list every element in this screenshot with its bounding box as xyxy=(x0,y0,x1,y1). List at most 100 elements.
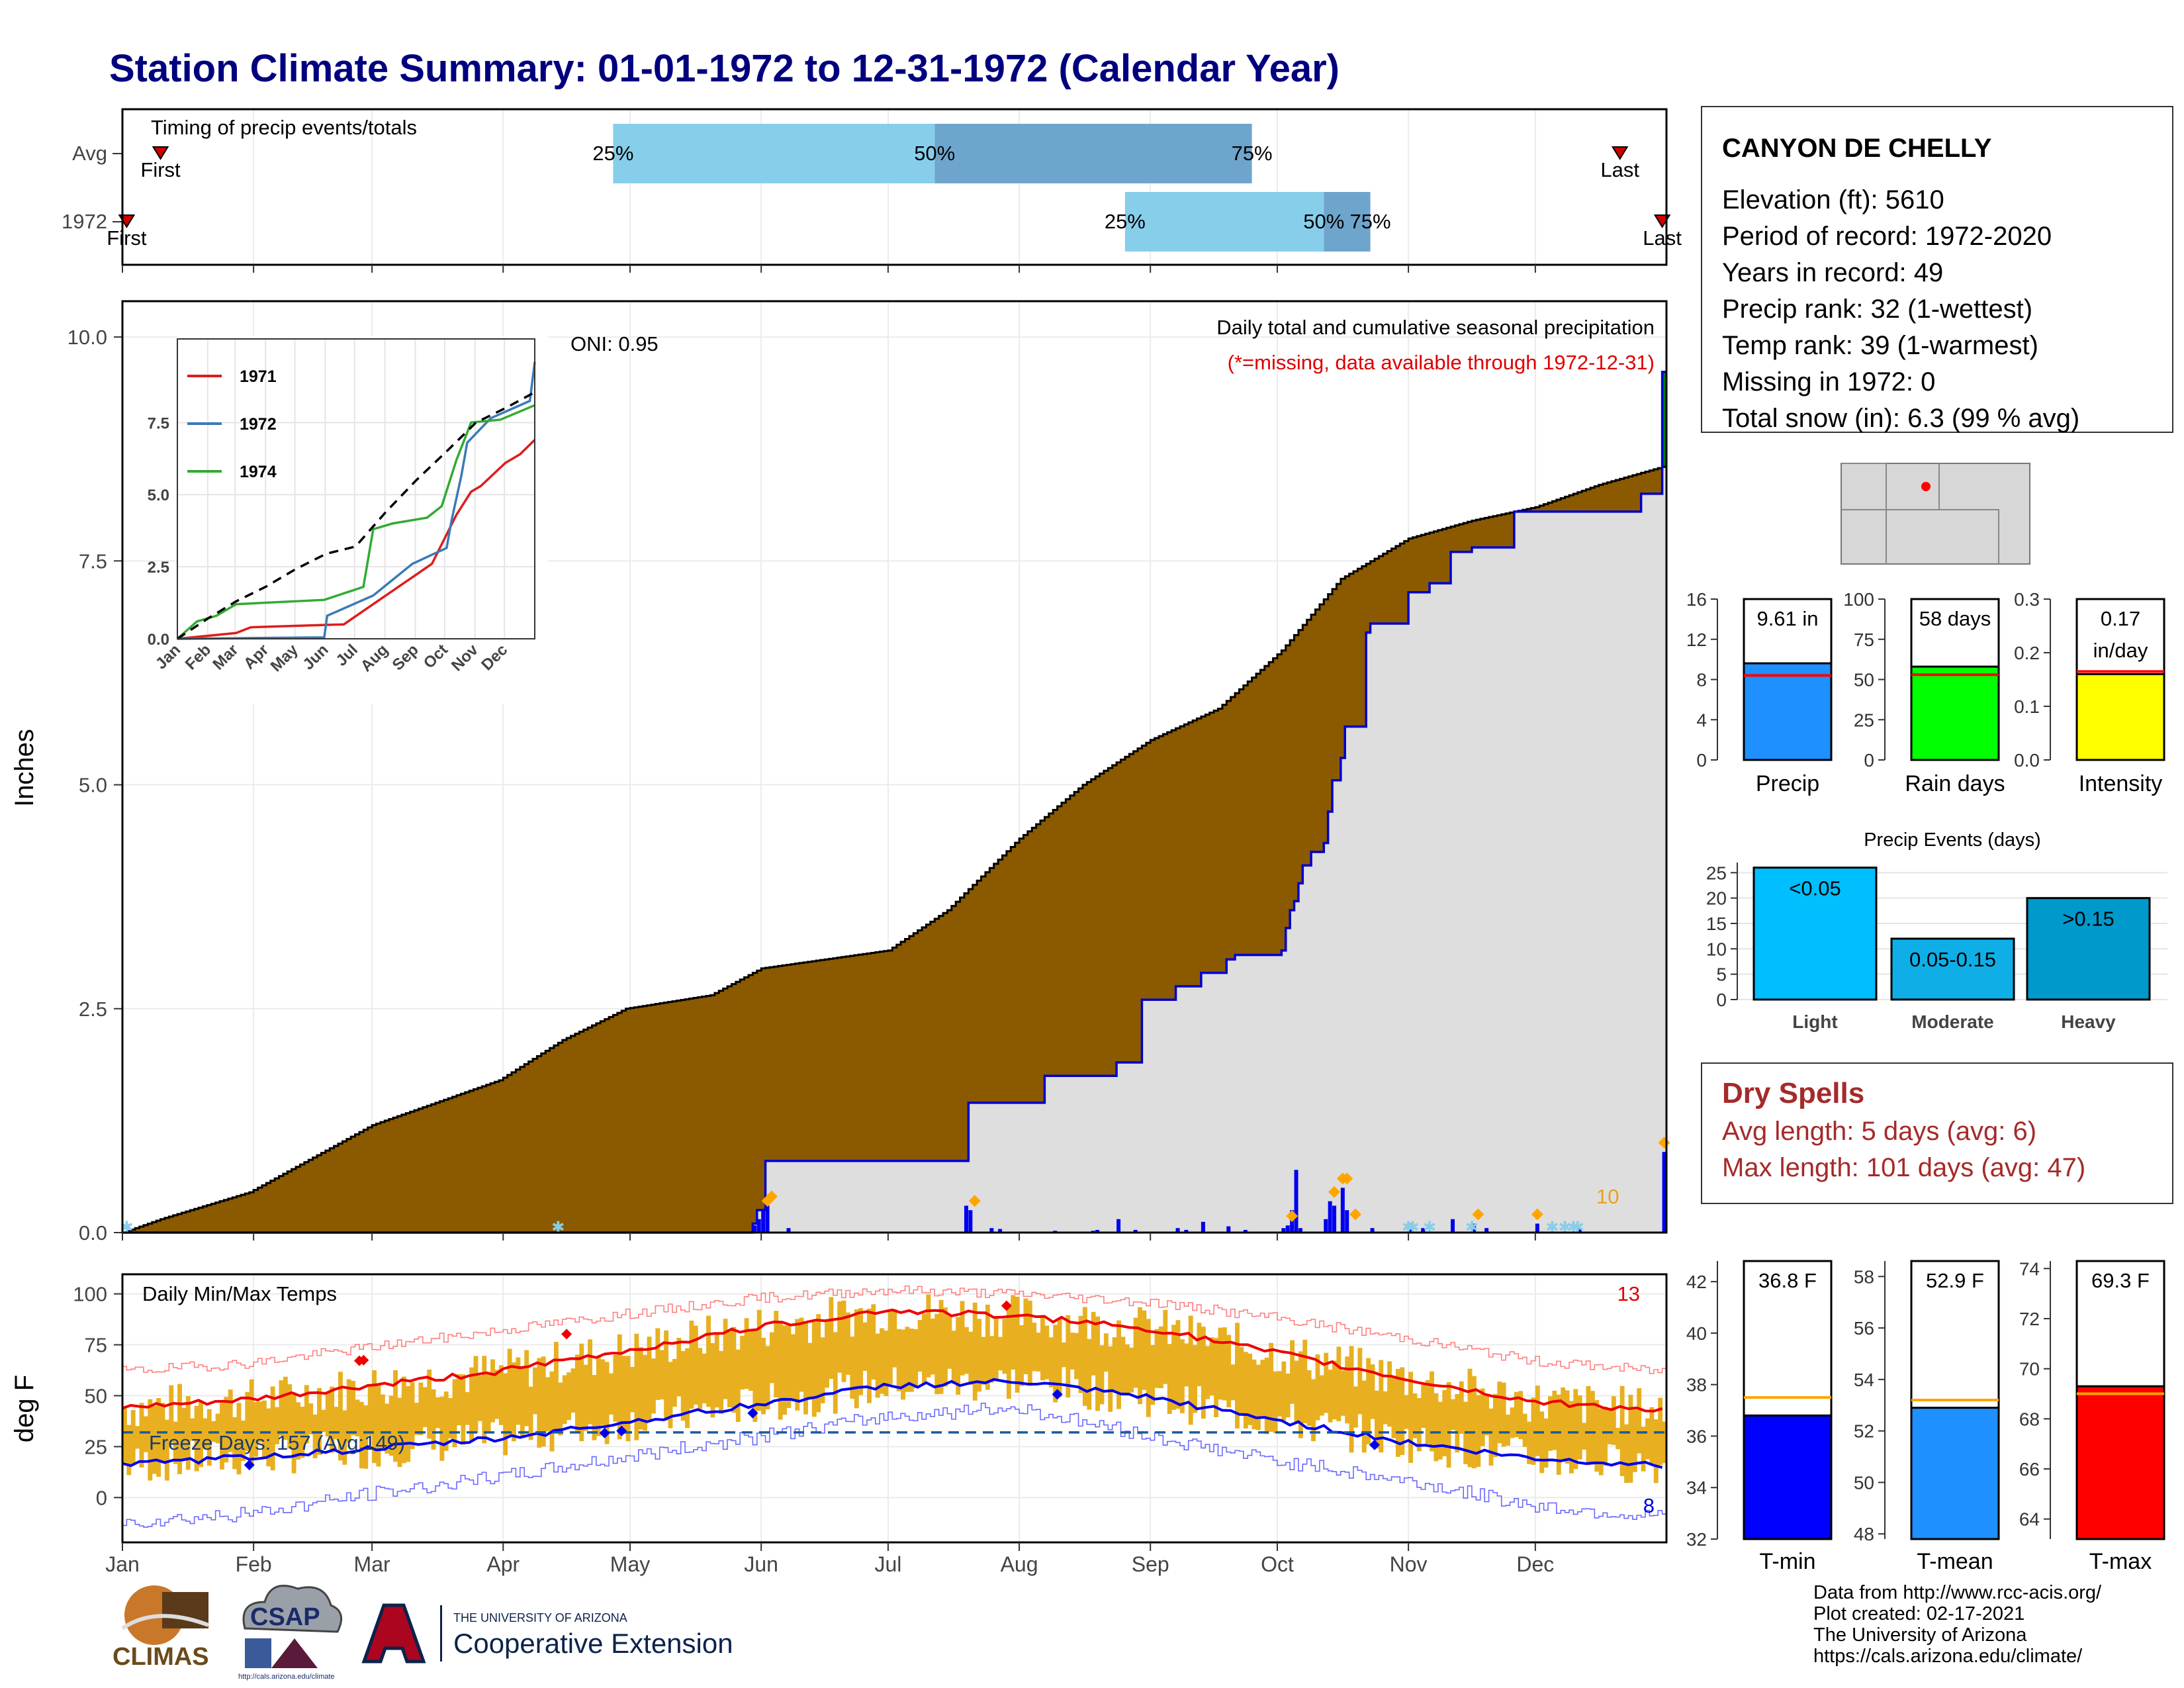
csap-url: http://cals.arizona.edu/climate xyxy=(238,1673,335,1681)
daily-precip-bar xyxy=(1471,1223,1476,1233)
snow-icon: ✱ xyxy=(1423,1219,1436,1237)
tmin-value-label: 36.8 F xyxy=(1758,1269,1817,1292)
daily-precip-bar xyxy=(765,1205,770,1233)
daily-temp-bars xyxy=(122,1294,1667,1483)
freeze-days-label: Freeze Days: 157 (Avg:149) xyxy=(149,1431,405,1454)
record-low-marker xyxy=(1052,1389,1063,1400)
daily-precip-bar xyxy=(1421,1228,1426,1233)
oni-label: ONI: 0.95 xyxy=(570,332,659,355)
timing-q75-label: 75% xyxy=(1350,210,1391,233)
precip-total-y-tick-label: 16 xyxy=(1686,589,1707,610)
climas-logo: CLIMAS xyxy=(113,1585,210,1671)
intensity-value-label: 0.17 xyxy=(2101,607,2140,630)
station-missing: Missing in 1972: 0 xyxy=(1722,367,1936,397)
average-min-line xyxy=(122,1378,1663,1469)
rain-icon xyxy=(245,1638,271,1668)
credits: Data from http://www.rcc-acis.org/ Plot … xyxy=(1813,1582,2101,1667)
daily-precip-bar xyxy=(1133,1229,1138,1233)
timing-row-label: Avg xyxy=(72,142,107,165)
daily-precip-bar xyxy=(1484,1228,1489,1233)
daily-precip-bar xyxy=(1662,1152,1666,1233)
timing-last-label: Last xyxy=(1600,158,1639,181)
record-low-marker xyxy=(1369,1439,1380,1450)
daily-precip-bar xyxy=(998,1229,1003,1233)
rain-days-y-tick-label: 50 xyxy=(1854,670,1874,690)
y-axis-label: Inches xyxy=(10,729,39,807)
timing-box-q25-q50 xyxy=(1124,192,1324,252)
temp-y-tick-label: 50 xyxy=(85,1384,107,1407)
intensity-category-label: Intensity xyxy=(2079,771,2163,796)
timing-frame xyxy=(121,108,1668,266)
daily-precip-bar xyxy=(1332,1205,1337,1233)
event-bar-label: <0.05 xyxy=(1789,877,1841,900)
precip-total-y-tick-label: 0 xyxy=(1696,750,1707,771)
temp-y-tick-label: 75 xyxy=(85,1334,107,1357)
cloud-icon xyxy=(242,1585,343,1633)
event-category-label: Light xyxy=(1792,1011,1837,1032)
precip-total-category-label: Precip xyxy=(1756,771,1819,796)
record-low-marker xyxy=(747,1407,758,1419)
rain-days-y-tick-label: 100 xyxy=(1843,589,1874,610)
events-y-tick-label: 25 xyxy=(1706,863,1727,883)
temp-title: Daily Min/Max Temps xyxy=(142,1282,337,1305)
credit-url: https://cals.arizona.edu/climate/ xyxy=(1813,1646,2083,1667)
station-info-box: CANYON DE CHELLY Elevation (ft): 5610 Pe… xyxy=(1701,106,2173,433)
station-years: Years in record: 49 xyxy=(1722,258,1944,287)
heavy-precip-marker xyxy=(1472,1208,1484,1221)
daily-precip-bar xyxy=(756,1219,761,1233)
station-period: Period of record: 1972-2020 xyxy=(1722,222,2052,251)
inset-legend-label: 1972 xyxy=(240,415,277,434)
daily-precip-bar xyxy=(989,1228,994,1233)
month-label: Sep xyxy=(1132,1552,1169,1576)
intensity-y-tick-label: 0.1 xyxy=(2014,696,2040,717)
events-y-tick-label: 20 xyxy=(1706,888,1727,909)
heavy-precip-marker xyxy=(765,1190,778,1203)
csap-text: CSAP xyxy=(250,1603,320,1631)
record-min-line xyxy=(122,1403,1666,1528)
daily-precip-bar xyxy=(1095,1229,1100,1233)
precip-total-bar xyxy=(1743,662,1833,761)
events-y-tick-label: 15 xyxy=(1706,914,1727,934)
daily-precip-bar xyxy=(1408,1223,1413,1233)
month-label: Jan xyxy=(105,1552,140,1576)
record-low-marker xyxy=(599,1427,610,1438)
record-high-marker xyxy=(561,1329,572,1340)
tmean-value-label: 52.9 F xyxy=(1926,1269,1984,1292)
y-tick-label: 7.5 xyxy=(79,549,107,573)
timing-box-q50-q75 xyxy=(934,124,1252,183)
heavy-precip-marker xyxy=(1341,1172,1353,1185)
tmean-y-tick-label: 48 xyxy=(1854,1524,1874,1544)
tmax-y-tick-label: 74 xyxy=(2019,1258,2040,1279)
station-elevation: Elevation (ft): 5610 xyxy=(1722,185,1944,214)
ua-a-icon xyxy=(361,1603,426,1664)
timing-q50-label: 50% xyxy=(1303,210,1344,233)
inset-y-tick-label: 7.5 xyxy=(148,414,169,432)
month-label: Aug xyxy=(1001,1552,1038,1576)
snow-icon: ✱ xyxy=(551,1219,565,1237)
tmax-category-label: T-max xyxy=(2089,1549,2152,1574)
dry-spells-max: Max length: 101 days (avg: 47) xyxy=(1722,1153,2086,1182)
inset-y-tick-label: 5.0 xyxy=(148,487,169,504)
tmin-y-tick-label: 34 xyxy=(1686,1477,1707,1498)
month-label: Dec xyxy=(1516,1552,1554,1576)
events-y-tick-label: 10 xyxy=(1706,939,1727,959)
precip-corner-count: 10 xyxy=(1596,1185,1619,1208)
temp-y-axis-label: deg F xyxy=(10,1375,39,1442)
temp-y-tick-label: 25 xyxy=(85,1435,107,1458)
record-low-marker xyxy=(616,1425,627,1436)
tmin-category-label: T-min xyxy=(1760,1549,1816,1574)
timing-box-q25-q50 xyxy=(613,124,935,183)
timing-first-label: First xyxy=(107,226,147,250)
tmax-y-tick-label: 72 xyxy=(2019,1309,2040,1329)
inset-frame xyxy=(177,338,535,639)
inset-series-1974 xyxy=(176,404,535,640)
daily-precip-bar xyxy=(1201,1221,1205,1233)
snow-icon: ✱ xyxy=(1465,1219,1479,1237)
daily-precip-bar xyxy=(1340,1188,1345,1233)
events-y-tick-label: 0 xyxy=(1716,990,1727,1010)
inset-y-tick-label: 0.0 xyxy=(148,631,169,649)
ua-extension-text: Cooperative Extension xyxy=(453,1628,733,1659)
timing-first-marker xyxy=(152,146,169,160)
rain-days-value-label: 58 days xyxy=(1919,607,1991,630)
